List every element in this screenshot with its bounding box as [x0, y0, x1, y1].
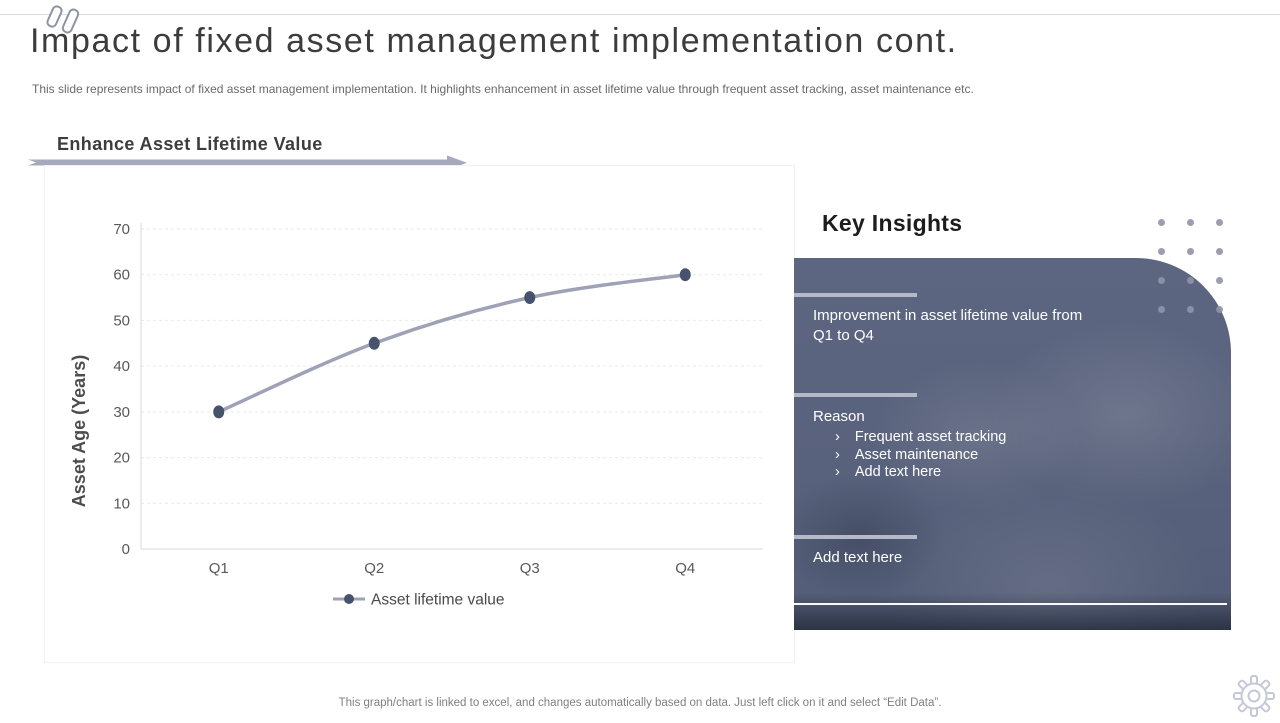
dot-icon — [1187, 219, 1194, 226]
dot-icon — [1216, 219, 1223, 226]
insight-reason-label: Reason — [813, 408, 865, 425]
arrow-underline-icon — [28, 155, 470, 176]
svg-text:20: 20 — [113, 450, 130, 467]
insights-panel: Improvement in asset lifetime value from… — [794, 258, 1231, 630]
dot-icon — [1187, 248, 1194, 255]
top-divider-line — [0, 14, 1280, 15]
bullet-text: Asset maintenance — [854, 446, 979, 463]
dot-icon — [1158, 219, 1165, 226]
page-subtitle: This slide represents impact of fixed as… — [32, 82, 974, 96]
dot-icon — [1216, 248, 1223, 255]
chevron-bullet-icon: › — [835, 429, 840, 445]
svg-text:10: 10 — [113, 495, 130, 512]
svg-text:Q3: Q3 — [520, 560, 540, 577]
dot-icon — [1158, 306, 1165, 313]
dot-icon — [1216, 277, 1223, 284]
panel-divider-1 — [794, 293, 917, 297]
svg-text:40: 40 — [113, 358, 130, 375]
list-item: › Frequent asset tracking — [835, 429, 1006, 447]
paperclip-icon — [42, 1, 94, 46]
svg-text:30: 30 — [113, 404, 130, 421]
svg-text:0: 0 — [122, 541, 130, 558]
insight-item-addtext: Add text here — [813, 549, 903, 566]
svg-text:Q1: Q1 — [209, 560, 229, 577]
footer-note: This graph/chart is linked to excel, and… — [338, 697, 942, 709]
list-item: › Add text here — [835, 464, 1006, 482]
svg-text:Asset Age (Years): Asset Age (Years) — [69, 355, 89, 507]
svg-text:50: 50 — [113, 312, 130, 329]
dot-icon — [1158, 277, 1165, 284]
dot-icon — [1187, 277, 1194, 284]
section-heading: Enhance Asset Lifetime Value — [57, 134, 323, 154]
chevron-bullet-icon: › — [835, 464, 840, 480]
dot-icon — [1158, 248, 1165, 255]
dot-icon — [1187, 306, 1194, 313]
gear-icon — [1232, 674, 1276, 723]
page-title: Impact of fixed asset management impleme… — [30, 22, 958, 60]
list-item: › Asset maintenance — [835, 447, 1006, 465]
svg-text:60: 60 — [113, 267, 130, 284]
reason-bullet-list: › Frequent asset tracking › Asset mainte… — [835, 429, 1006, 482]
line-chart[interactable]: 0 10 20 30 40 50 60 70 Q1 Q2 Q3 Q4 Asset Age (Years)… — [44, 165, 795, 663]
bullet-text: Add text here — [854, 464, 942, 480]
chevron-bullet-icon: › — [835, 446, 840, 463]
dot-grid-decoration — [1158, 219, 1248, 335]
svg-text:Asset lifetime value: Asset lifetime value — [371, 592, 505, 609]
panel-divider-2 — [794, 393, 917, 397]
insight-item-improvement: Improvement in asset lifetime value from… — [813, 307, 1083, 344]
svg-text:Q2: Q2 — [364, 560, 384, 577]
bullet-text: Frequent asset tracking — [854, 429, 1007, 445]
dot-icon — [1216, 306, 1223, 313]
svg-text:Q4: Q4 — [675, 560, 695, 577]
panel-divider-3 — [794, 535, 917, 539]
svg-text:70: 70 — [113, 221, 130, 238]
insights-heading: Key Insights — [822, 210, 963, 236]
panel-bottom-line — [794, 603, 1227, 605]
